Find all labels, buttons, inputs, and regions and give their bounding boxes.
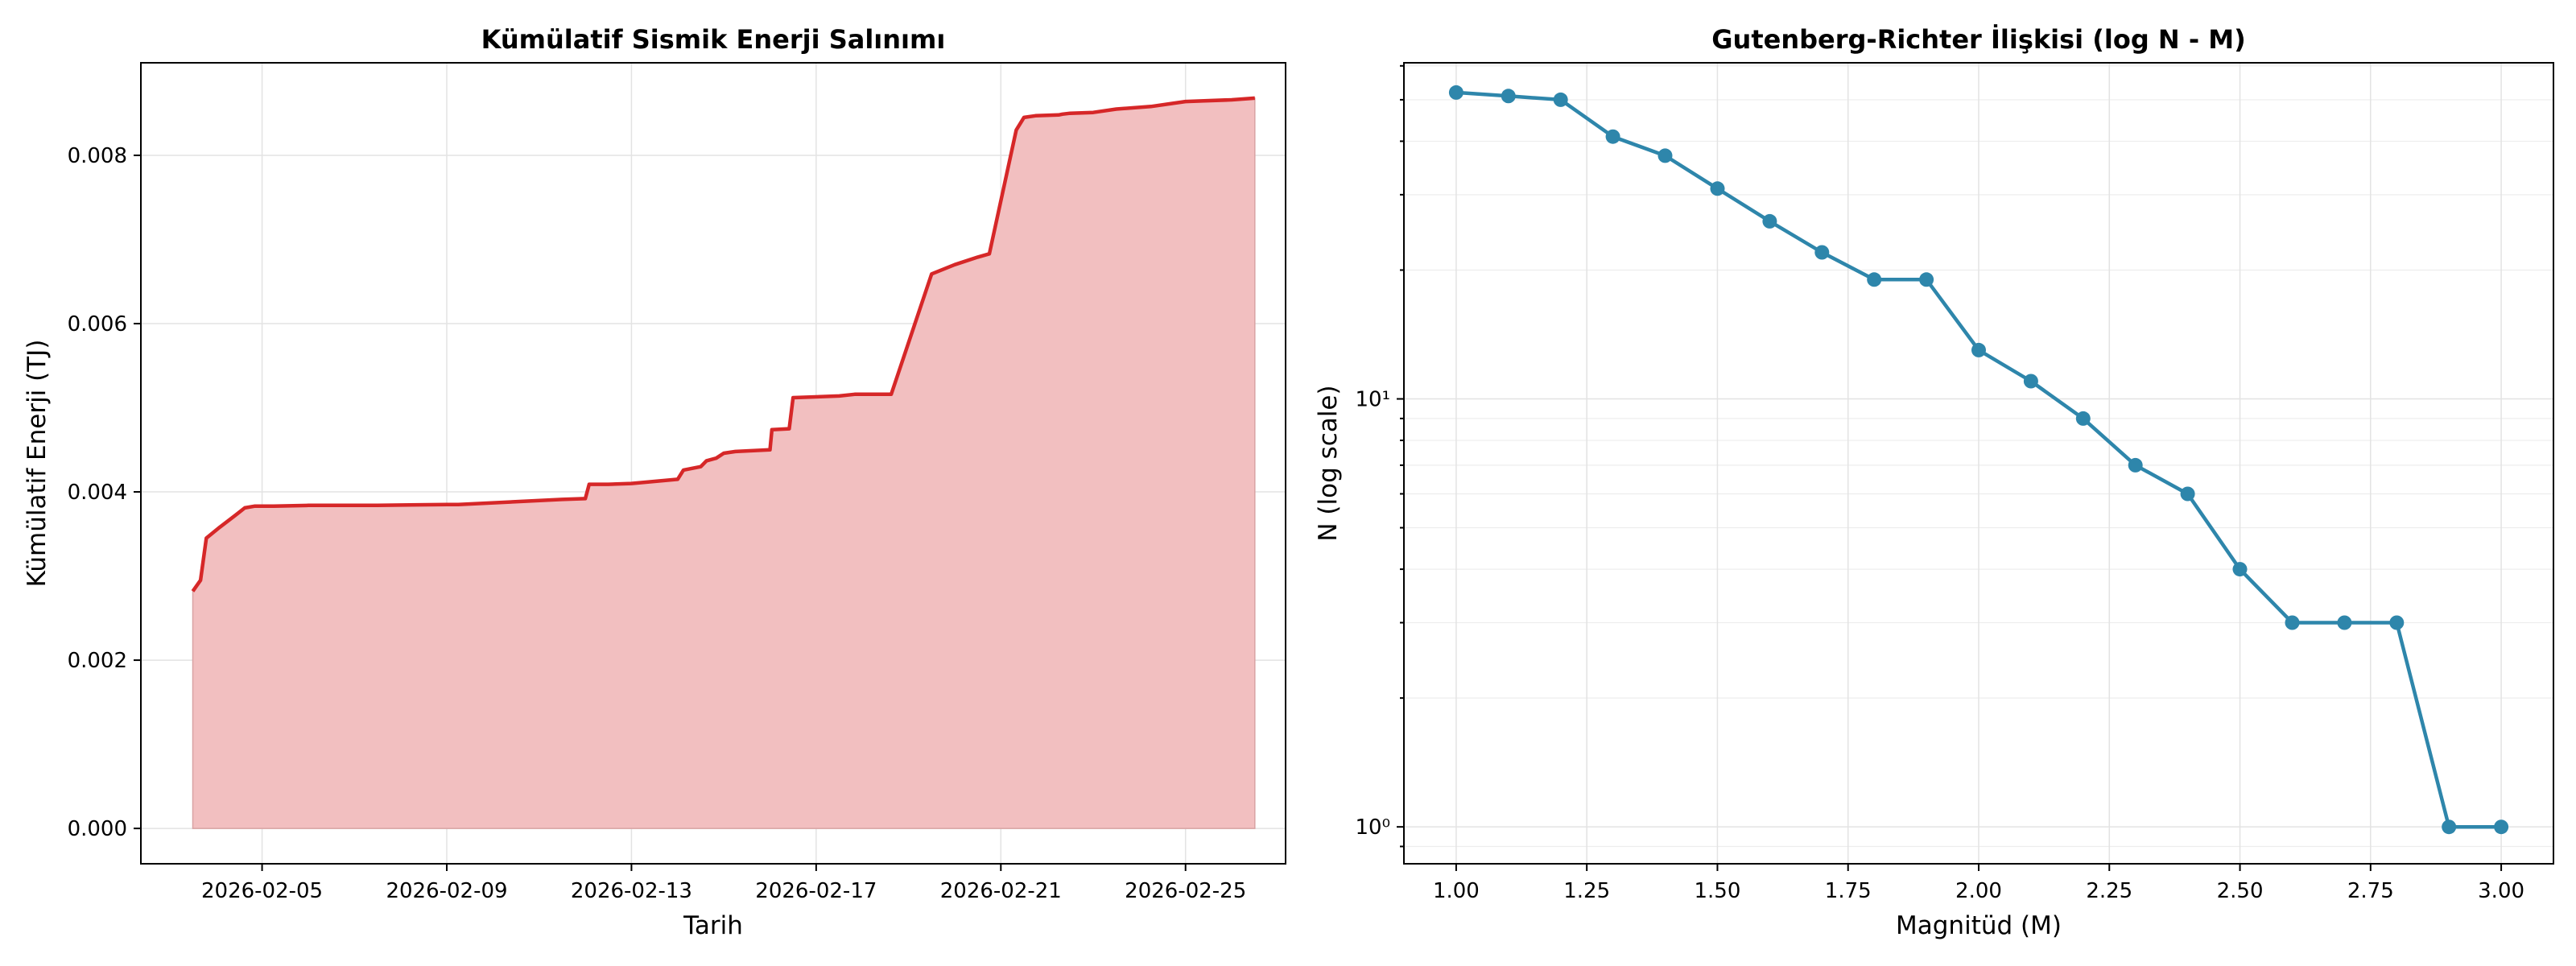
energy-chart: 2026-02-05 2026-02-09 2026-02-13 2026-02-17… [23, 24, 1286, 940]
gr-data-point [1762, 213, 1777, 229]
energy-x-tick-label: 2026-02-21 [940, 879, 1062, 903]
gr-series-points [1448, 85, 2509, 835]
gr-data-point [2075, 411, 2091, 426]
gr-chart-grid [1404, 63, 2553, 864]
gr-x-tick-label: 1.75 [1825, 879, 1872, 903]
gr-data-point [2023, 374, 2038, 389]
energy-chart-title: Kümülatif Sismik Enerji Salınımı [481, 24, 946, 55]
gr-x-tick-label: 2.75 [2347, 879, 2394, 903]
gr-data-point [2232, 562, 2248, 577]
gr-y-tick-label: 10¹ [1355, 388, 1390, 412]
energy-x-tick-label: 2026-02-17 [755, 879, 877, 903]
energy-y-tick-label: 0.002 [68, 649, 127, 673]
gr-x-tick-label: 1.00 [1433, 879, 1480, 903]
gr-x-tick-label: 2.00 [1955, 879, 2002, 903]
energy-chart-ylabel: Kümülatif Enerji (TJ) [23, 340, 52, 588]
energy-chart-frame [140, 62, 1286, 865]
gr-y-tick-label: 10⁰ [1355, 815, 1390, 840]
gr-data-point [1657, 148, 1673, 163]
gr-data-point [2128, 457, 2143, 473]
gr-data-point [1971, 342, 1986, 357]
energy-chart-ticks: 2026-02-05 2026-02-09 2026-02-13 2026-02-17… [68, 144, 1247, 903]
energy-x-tick-label: 2026-02-13 [571, 879, 692, 903]
energy-x-tick-label: 2026-02-05 [201, 879, 323, 903]
gr-data-point [1814, 245, 1830, 260]
energy-x-tick-label: 2026-02-25 [1125, 879, 1246, 903]
gr-chart-ylabel: N (log scale) [1314, 385, 1343, 541]
gr-x-tick-label: 2.50 [2217, 879, 2264, 903]
energy-y-tick-label: 0.008 [68, 144, 127, 168]
gr-data-point [1919, 272, 1934, 287]
energy-area-fill [192, 97, 1256, 829]
gr-x-tick-label: 1.25 [1563, 879, 1610, 903]
gr-x-tick-label: 1.50 [1695, 879, 1741, 903]
gr-x-tick-label: 3.00 [2478, 879, 2524, 903]
energy-series-line [191, 96, 1255, 592]
gr-data-point [2180, 486, 2195, 502]
gr-data-point [2494, 819, 2509, 835]
gr-data-point [1710, 181, 1725, 196]
gutenberg-richter-chart: 1.00 1.25 1.50 1.75 2.00 2.25 2.50 2.75 3.00 10⁰ 1… [1314, 24, 2554, 940]
gr-chart-ticks: 1.00 1.25 1.50 1.75 2.00 2.25 2.50 2.75 3.00 10⁰ 1… [1355, 64, 2524, 903]
gr-data-point [1448, 85, 1463, 100]
gr-data-point [2442, 819, 2457, 835]
gr-data-point [1501, 89, 1516, 104]
gr-data-point [1553, 92, 1568, 107]
gr-x-tick-label: 2.25 [2086, 879, 2132, 903]
energy-x-tick-label: 2026-02-09 [386, 879, 507, 903]
gr-data-point [2285, 615, 2300, 630]
energy-y-tick-label: 0.004 [68, 481, 127, 505]
energy-chart-xlabel: Tarih [683, 911, 743, 940]
gr-chart-title: Gutenberg-Richter İlişkisi (log N - M) [1711, 24, 2245, 55]
gr-data-point [1867, 272, 1882, 287]
energy-y-tick-label: 0.000 [68, 817, 127, 841]
energy-y-tick-label: 0.006 [68, 312, 127, 336]
gr-data-point [1605, 129, 1620, 144]
gr-data-point [2337, 615, 2352, 630]
gr-chart-xlabel: Magnitüd (M) [1896, 911, 2062, 940]
gr-data-point [2389, 615, 2405, 630]
